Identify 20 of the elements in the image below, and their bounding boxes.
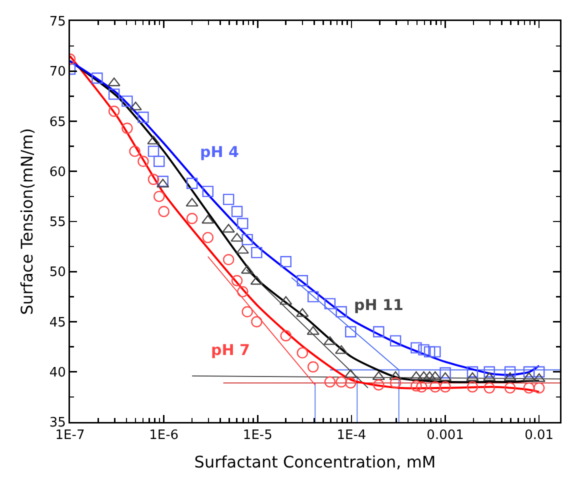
y-tick-label: 70 — [49, 64, 66, 80]
y-tick-label: 55 — [49, 215, 66, 230]
text: pH 11 — [354, 296, 404, 314]
x-tick-label: 1E-4 — [336, 428, 366, 444]
y-tick-label: 75 — [49, 14, 66, 30]
y-tick-label: 65 — [49, 114, 66, 130]
series-label: pH 7 — [211, 341, 250, 359]
x-tick-label: 1E-7 — [55, 428, 85, 444]
y-tick-label: 60 — [49, 164, 66, 180]
y-tick-label: 40 — [49, 365, 66, 380]
y-tick-label: 45 — [49, 315, 66, 330]
y-axis-title: Surface Tension(mN/m) — [18, 128, 37, 315]
x-axis-title: Surfactant Concentration, mM — [194, 452, 436, 472]
series-label: pH 4 — [200, 143, 239, 161]
x-tick-label: 0.001 — [426, 428, 464, 444]
x-tick-label: 1E-6 — [149, 428, 179, 444]
y-tick-label: 50 — [49, 265, 66, 280]
x-tick-label: 1E-5 — [242, 428, 272, 444]
x-tick-label: 0.01 — [524, 428, 554, 444]
y-tick-label: 35 — [49, 416, 66, 431]
